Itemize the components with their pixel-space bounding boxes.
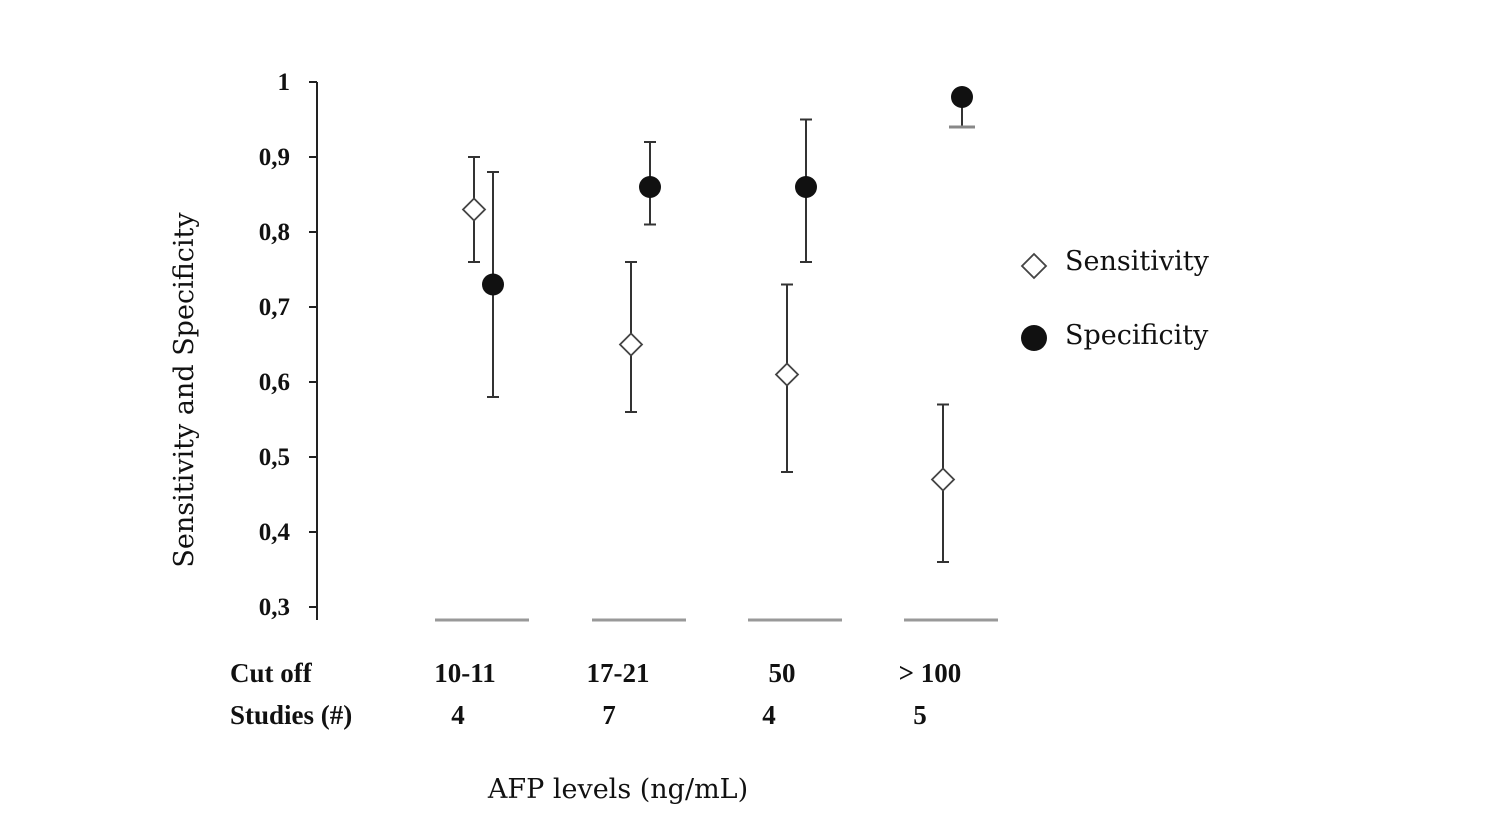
- specificity-point: [951, 86, 973, 108]
- y-tick-label: 0,3: [259, 594, 290, 621]
- table-cell: 5: [913, 700, 927, 730]
- y-tick-label: 0,8: [259, 219, 290, 246]
- table-row-label: Cut off: [230, 658, 313, 688]
- y-tick-label: 0,6: [259, 369, 290, 396]
- specificity-point: [795, 176, 817, 198]
- y-tick-label: 1: [278, 69, 291, 96]
- legend-sensitivity-label: Sensitivity: [1065, 246, 1210, 277]
- sensitivity-point: [618, 332, 644, 357]
- sensitivity-point: [774, 362, 800, 387]
- sensitivity-point: [930, 467, 956, 492]
- y-tick-label: 0,9: [259, 144, 290, 171]
- legend-specificity-label: Specificity: [1065, 320, 1209, 351]
- table-row-label: Studies (#): [230, 700, 352, 730]
- y-axis-label: Sensitivity and Specificity: [169, 212, 200, 568]
- legend-sensitivity-icon: [1020, 252, 1048, 280]
- table-cell: 7: [602, 700, 616, 730]
- table-cell: > 100: [899, 658, 962, 688]
- table-cell: 4: [762, 700, 776, 730]
- table-cell: 10-11: [434, 658, 496, 688]
- x-axis-label: AFP levels (ng/mL): [487, 774, 748, 805]
- specificity-point: [639, 176, 661, 198]
- y-tick-label: 0,5: [259, 444, 290, 471]
- table-cell: 4: [451, 700, 465, 730]
- sensitivity-point: [461, 197, 487, 222]
- specificity-point: [482, 273, 504, 296]
- y-tick-label: 0,4: [259, 519, 291, 546]
- legend-specificity-icon: [1021, 325, 1047, 351]
- y-tick-label: 0,7: [259, 294, 290, 321]
- table-cell: 50: [769, 658, 796, 688]
- table-cell: 17-21: [587, 658, 650, 688]
